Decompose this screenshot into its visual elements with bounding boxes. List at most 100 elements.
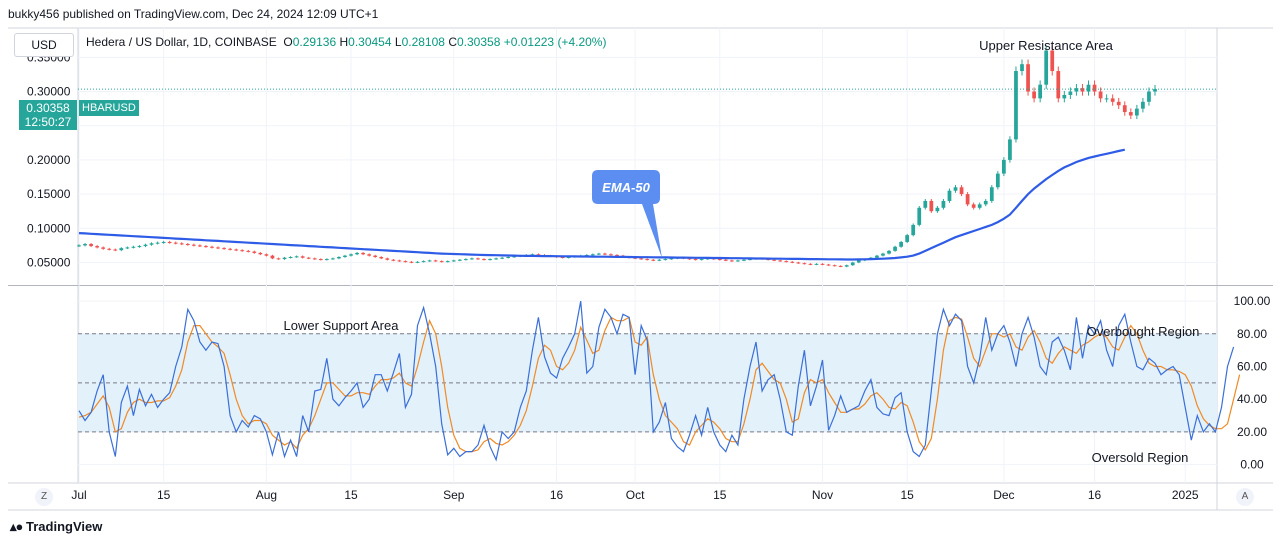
candle-body	[312, 258, 317, 260]
candle-body	[300, 256, 305, 258]
candle-body	[1098, 91, 1103, 99]
logo-icon: ▴●	[10, 519, 23, 534]
candle-body	[1044, 50, 1049, 85]
candle-body	[457, 259, 462, 261]
candle-body	[216, 247, 220, 249]
candle-body	[482, 259, 486, 261]
candle-body	[367, 254, 372, 256]
candle-body	[790, 261, 795, 263]
candle-body	[977, 204, 982, 208]
candle-body	[645, 259, 650, 261]
candle-body	[953, 187, 958, 191]
stochastic-d-line	[78, 316, 1241, 453]
upper-resistance-label: Upper Resistance Area	[979, 38, 1113, 53]
candle-body	[246, 250, 251, 252]
candle-body	[1050, 50, 1055, 72]
open-value: 0.29136	[292, 35, 337, 49]
change-value: +0.01223 (+4.20%)	[503, 35, 607, 49]
candle-body	[439, 261, 444, 263]
candle-body	[663, 259, 668, 261]
candle-body	[983, 200, 988, 205]
candle-body	[240, 250, 245, 252]
candle-body	[1116, 101, 1121, 106]
candle-body	[125, 247, 130, 249]
candle-body	[101, 247, 106, 249]
candle-body	[270, 255, 275, 259]
candle-body	[989, 187, 994, 201]
oscillator-tick-label: 100.00	[1234, 294, 1271, 308]
candle-body	[566, 257, 571, 259]
candle-body	[1141, 101, 1145, 109]
ema-callout: EMA-50	[592, 170, 662, 258]
candle-body	[210, 246, 214, 248]
price-tick-label: 0.20000	[27, 153, 71, 167]
candle-body	[451, 260, 456, 262]
oscillator-tick-label: 60.00	[1237, 360, 1267, 374]
last-price-badge: 0.30358 12:50:27	[19, 100, 77, 130]
symbol-badge: HBARUSD	[79, 100, 139, 116]
zoom-reset-button[interactable]: Z	[35, 488, 53, 506]
candle-body	[276, 258, 281, 260]
time-tick-label: 16	[550, 488, 564, 502]
candle-body	[331, 258, 335, 260]
candle-body	[137, 246, 142, 248]
candle-body	[808, 263, 813, 265]
candle-body	[89, 244, 93, 247]
candle-body	[258, 252, 263, 255]
overbought-label: Overbought Region	[1087, 324, 1200, 339]
candle-body	[113, 249, 118, 251]
candle-body	[415, 261, 420, 263]
candle-body	[1074, 88, 1079, 92]
low-value: 0.28108	[401, 35, 445, 49]
bar-countdown: 12:50:27	[24, 115, 72, 129]
tradingview-logo: ▴● TradingView	[10, 519, 102, 535]
candle-body	[850, 262, 855, 266]
time-axis-ticks: Jul 15 Aug 15 Sep 16 Oct 15 Nov 15 Dec 16 2025	[71, 488, 1199, 502]
time-tick-label: 15	[344, 488, 358, 502]
candle-body	[687, 258, 692, 260]
candle-body	[324, 259, 329, 261]
candle-body	[288, 257, 293, 259]
candle-body	[802, 263, 807, 265]
candle-body	[222, 248, 226, 250]
open-label: O	[283, 35, 293, 49]
price-tick-label: 0.10000	[27, 221, 71, 235]
time-tick-label: 16	[1088, 488, 1102, 502]
candle-body	[995, 173, 1000, 188]
time-tick-label: 15	[900, 488, 914, 502]
candle-body	[506, 257, 511, 259]
candle-body	[1110, 98, 1115, 102]
candle-body	[899, 241, 903, 247]
candle-body	[1147, 91, 1151, 102]
candle-body	[149, 243, 154, 245]
candle-body	[729, 260, 734, 262]
candle-body	[282, 257, 287, 260]
candle-body	[77, 245, 81, 247]
candle-body	[343, 255, 347, 258]
candle-body	[397, 260, 402, 262]
candle-body	[742, 259, 746, 261]
oscillator-tick-label: 80.00	[1237, 327, 1267, 341]
candle-body	[445, 261, 450, 263]
candle-body	[1026, 64, 1030, 92]
price-tick-label: 0.30000	[27, 85, 71, 99]
candle-body	[179, 243, 184, 245]
time-tick-label: Jul	[71, 488, 86, 502]
candle-body	[131, 246, 136, 248]
oscillator-axis-ticks: 0.00 20.00 40.00 60.00 80.00 100.00	[1234, 294, 1271, 472]
candle-body	[917, 207, 922, 225]
candle-body	[1068, 91, 1073, 95]
candle-body	[838, 265, 843, 267]
candle-body	[935, 207, 940, 212]
auto-scale-button[interactable]: A	[1236, 488, 1254, 506]
candle-body	[814, 263, 819, 265]
oscillator-tick-label: 0.00	[1240, 458, 1264, 472]
candle-body	[1080, 88, 1085, 92]
candle-body	[379, 257, 384, 259]
candle-body	[911, 224, 916, 236]
currency-button[interactable]: USD	[14, 33, 74, 57]
candle-body	[1020, 64, 1024, 72]
lower-support-label: Lower Support Area	[284, 318, 400, 333]
